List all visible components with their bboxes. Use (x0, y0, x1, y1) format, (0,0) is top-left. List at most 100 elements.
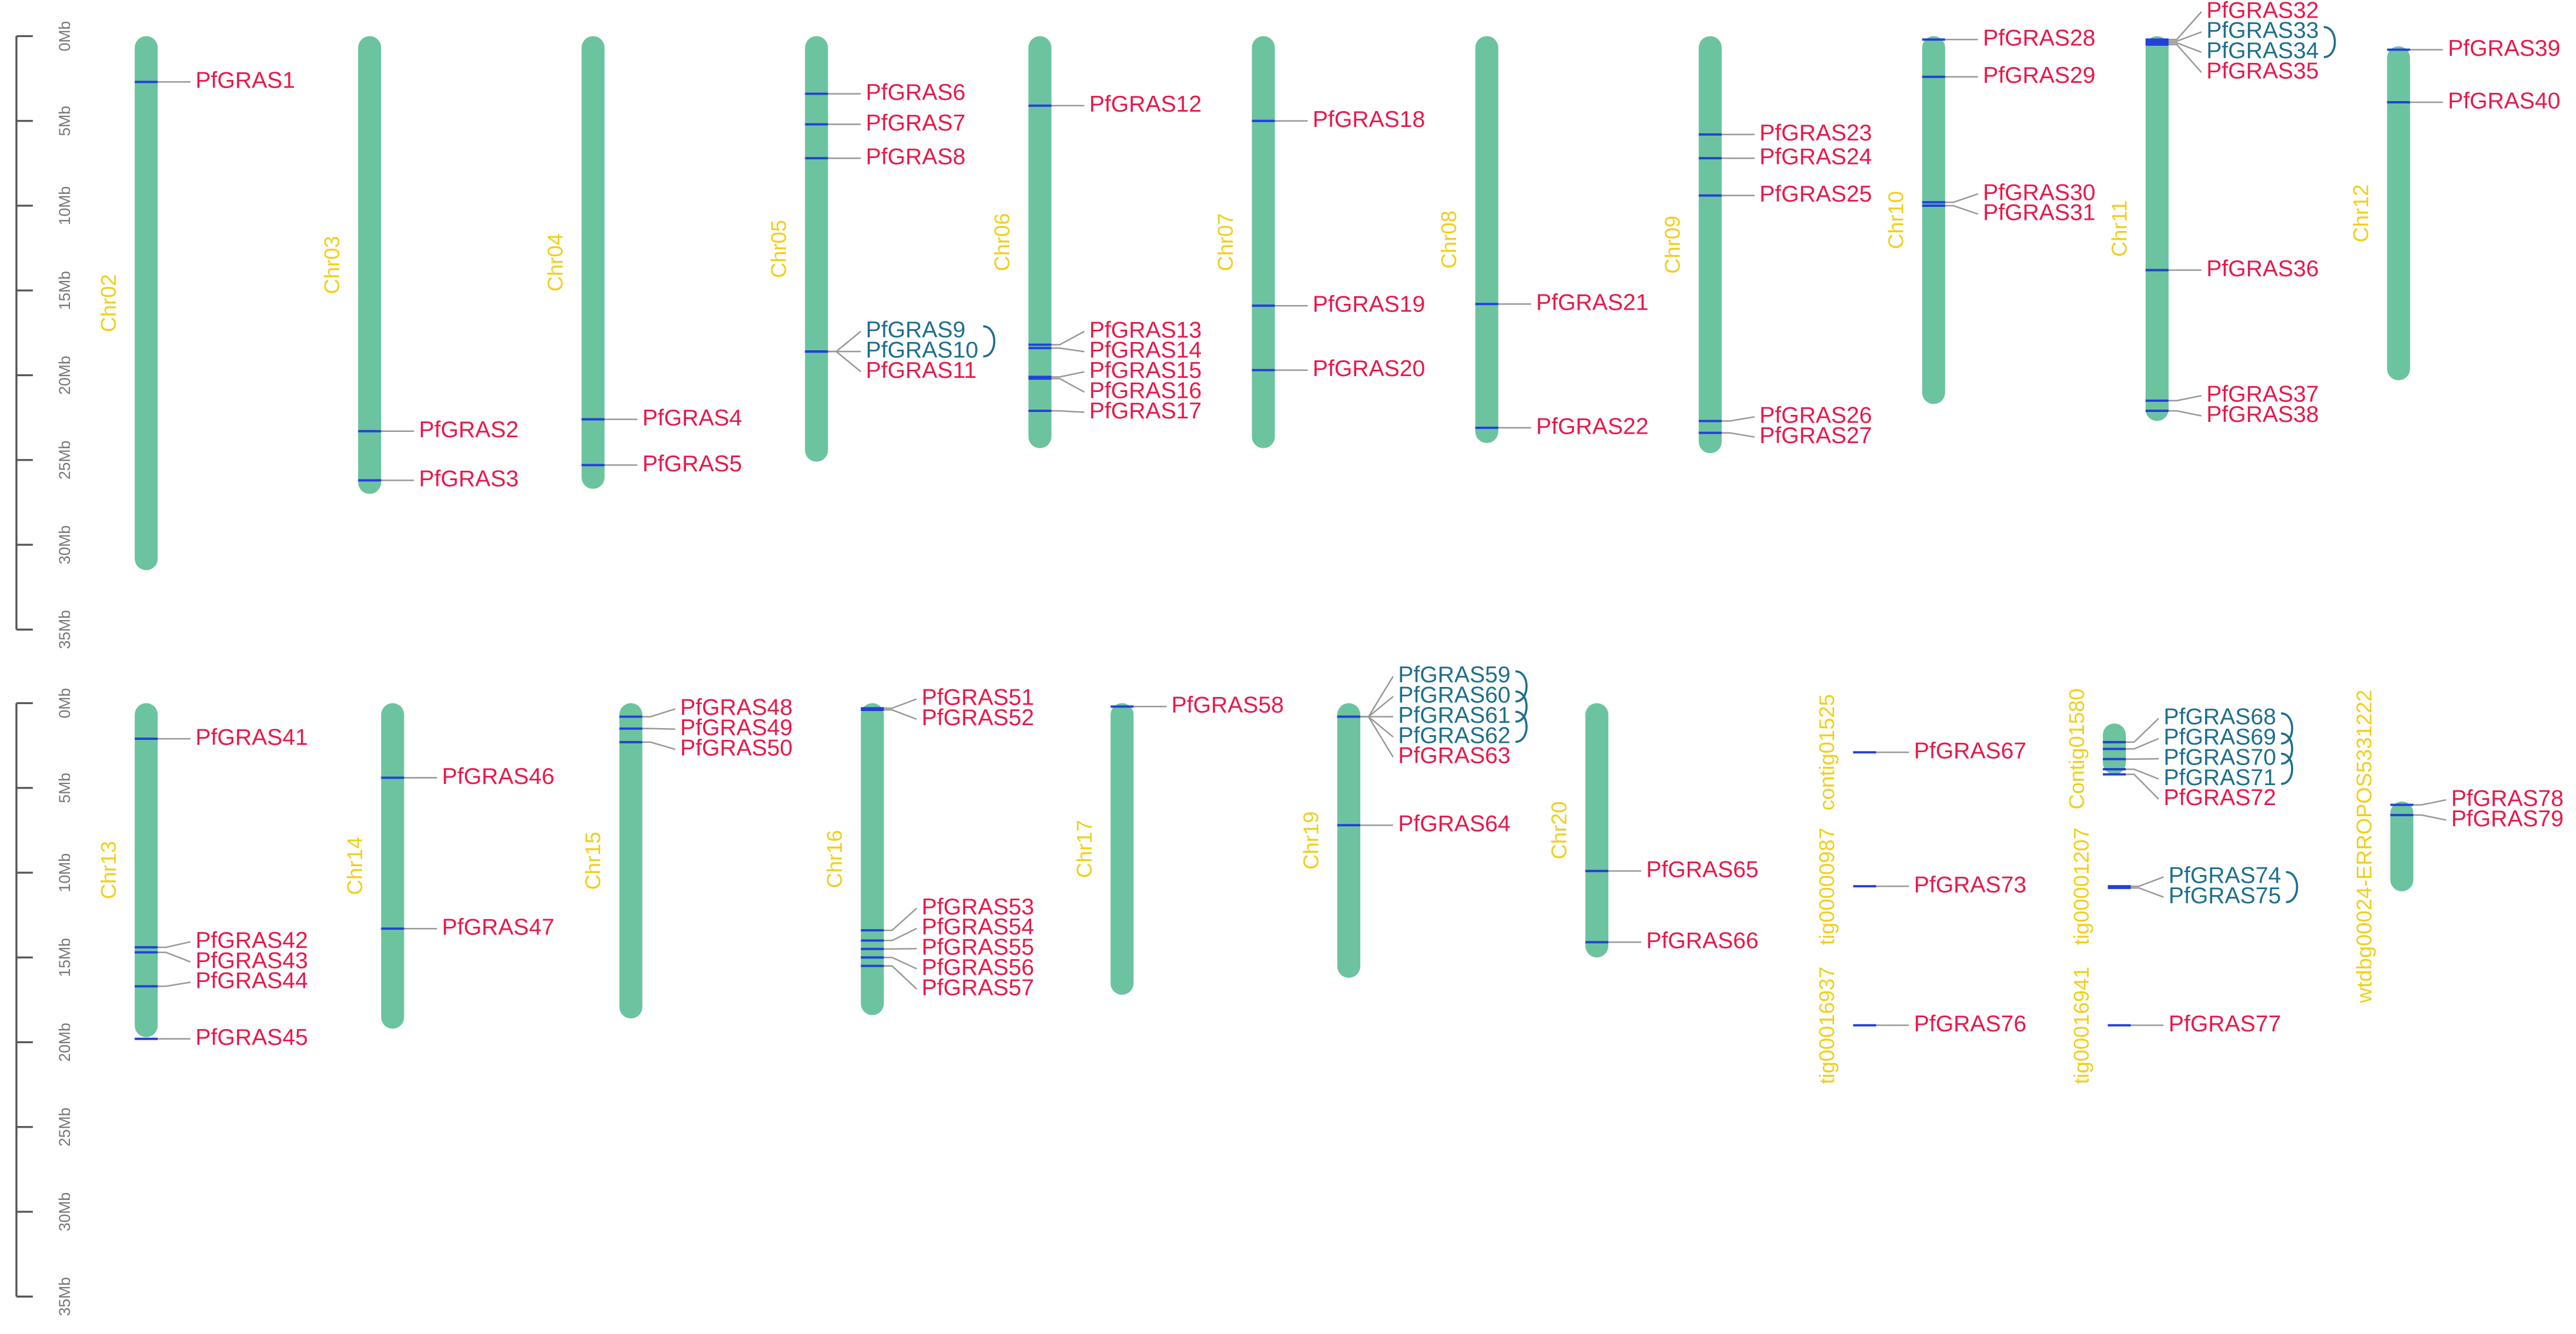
gene-label: PfGRAS49 (680, 715, 792, 740)
gene-label: PfGRAS72 (2164, 785, 2276, 810)
chromosome-label: Chr08 (1437, 210, 1461, 269)
gene-label: PfGRAS9 (866, 317, 966, 343)
gene-label: PfGRAS56 (922, 955, 1034, 980)
gene-label: PfGRAS55 (922, 935, 1034, 960)
connector (884, 947, 917, 950)
chromosome-bar (135, 703, 158, 1037)
gene-label: PfGRAS14 (1089, 338, 1202, 363)
gene-label: PfGRAS38 (2206, 402, 2319, 427)
connector (2168, 395, 2202, 402)
gene-label: PfGRAS42 (196, 928, 308, 953)
axis-tick-label: 30Mb (56, 1192, 73, 1231)
chromosome-bar (619, 703, 643, 1019)
gene-label: PfGRAS4 (643, 405, 742, 431)
chromosome: tig00000987 PfGRAS73 (1815, 827, 2026, 945)
chromosome-bar (1110, 703, 1134, 995)
chromosome: Chr12 PfGRAS39 PfGRAS40 (2348, 36, 2560, 381)
connector (828, 350, 862, 373)
gene-label: PfGRAS27 (1759, 423, 1872, 448)
chromosome-bar (1028, 36, 1052, 448)
connector (884, 927, 917, 941)
chromosome-label: tig00000987 (1815, 827, 1839, 945)
axis-tick-label: 10Mb (56, 186, 73, 225)
gene-label: PfGRAS12 (1089, 92, 1202, 117)
gene-label: PfGRAS52 (922, 705, 1034, 730)
connector (1051, 371, 1085, 378)
gene-label: PfGRAS33 (2206, 18, 2319, 43)
connector (2126, 768, 2159, 780)
axis-tick-label: 15Mb (56, 938, 73, 977)
connector (2413, 814, 2447, 821)
chromosome-bar (2387, 46, 2410, 381)
gene-label: PfGRAS67 (1914, 739, 2026, 764)
gene-label: PfGRAS64 (1398, 812, 1510, 837)
gene-label: PfGRAS5 (643, 451, 742, 477)
gene-label: PfGRAS63 (1398, 743, 1510, 769)
gene-label: PfGRAS74 (2169, 863, 2281, 889)
chromosome: Chr16PfGRAS51PfGRAS52PfGRAS53PfGRAS54PfG… (822, 685, 1034, 1015)
connector (884, 907, 918, 931)
chromosome: Chr14 PfGRAS46 PfGRAS47 (343, 703, 554, 1029)
gene-label: PfGRAS1 (196, 68, 296, 93)
axis-tick-label: 0Mb (56, 688, 73, 719)
chromosome: wtdbg00024-ERROPOS5331222 PfGRAS78PfGRAS7… (2352, 690, 2564, 1004)
gene-label: PfGRAS35 (2206, 59, 2319, 84)
chromosome-label: Chr13 (96, 841, 121, 899)
gene-label: PfGRAS57 (922, 975, 1034, 1000)
gene-label: PfGRAS24 (1759, 145, 1872, 170)
chromosome-label: wtdbg00024-ERROPOS5331222 (2352, 690, 2376, 1004)
connector (2168, 42, 2202, 53)
connector (2168, 31, 2202, 42)
chromosome: contig01525 PfGRAS67 (1815, 694, 2026, 810)
chromosome: tig00016937 PfGRAS76 (1815, 967, 2026, 1084)
connector (884, 965, 918, 990)
chromosome-bar (2145, 36, 2169, 421)
chromosome: Chr20 PfGRAS65 PfGRAS66 (1547, 703, 1759, 958)
chromosome-bar (1337, 703, 1360, 978)
gene-label: PfGRAS6 (866, 80, 966, 105)
connector (1051, 347, 1085, 353)
chromosome-label: Chr15 (581, 832, 605, 890)
connector (2130, 876, 2164, 887)
gene-label: PfGRAS39 (2448, 36, 2560, 61)
chromosome-bar (1698, 36, 1722, 454)
chromosome-label: Chr04 (543, 233, 567, 291)
gene-label: PfGRAS78 (2451, 786, 2564, 811)
chromosome-bar (805, 36, 828, 462)
connector (1721, 432, 1755, 438)
duplication-arc (1515, 690, 1528, 723)
gene-label: PfGRAS3 (419, 467, 519, 492)
duplication-arc (2286, 871, 2299, 903)
gene-label: PfGRAS68 (2164, 705, 2276, 730)
connector (1051, 410, 1085, 413)
chromosome-label: Chr19 (1299, 812, 1323, 870)
connector (1360, 716, 1394, 738)
connector (642, 741, 675, 750)
gene-label: PfGRAS30 (1983, 180, 2095, 205)
chromosome-label: Chr09 (1660, 216, 1684, 274)
connector (1945, 205, 1979, 215)
chromosome-label: Chr03 (320, 236, 344, 294)
chromosome: Chr03 PfGRAS2 PfGRAS3 (320, 36, 518, 494)
axis-tick-label: 25Mb (56, 441, 73, 480)
gene-label: PfGRAS70 (2164, 745, 2276, 770)
gene-label: PfGRAS77 (2169, 1011, 2281, 1037)
gene-label: PfGRAS66 (1646, 929, 1758, 954)
chromosome: Chr08 PfGRAS21 PfGRAS22 (1437, 36, 1648, 443)
gene-label: PfGRAS18 (1313, 107, 1425, 132)
chromosome-bar (381, 703, 404, 1029)
gene-label: PfGRAS51 (922, 685, 1034, 710)
connector (2126, 738, 2159, 750)
chromosome-label: tig00016941 (2069, 967, 2093, 1084)
axis-tick-label: 15Mb (56, 271, 73, 310)
chromosome-label: Chr07 (1213, 213, 1237, 272)
gene-label: PfGRAS62 (1398, 723, 1510, 748)
connector (2126, 718, 2160, 743)
gene-label: PfGRAS15 (1089, 358, 1202, 383)
connector (828, 330, 862, 353)
connector (158, 981, 191, 987)
gene-label: PfGRAS31 (1983, 200, 2095, 226)
chromosome-bar (2390, 801, 2414, 891)
